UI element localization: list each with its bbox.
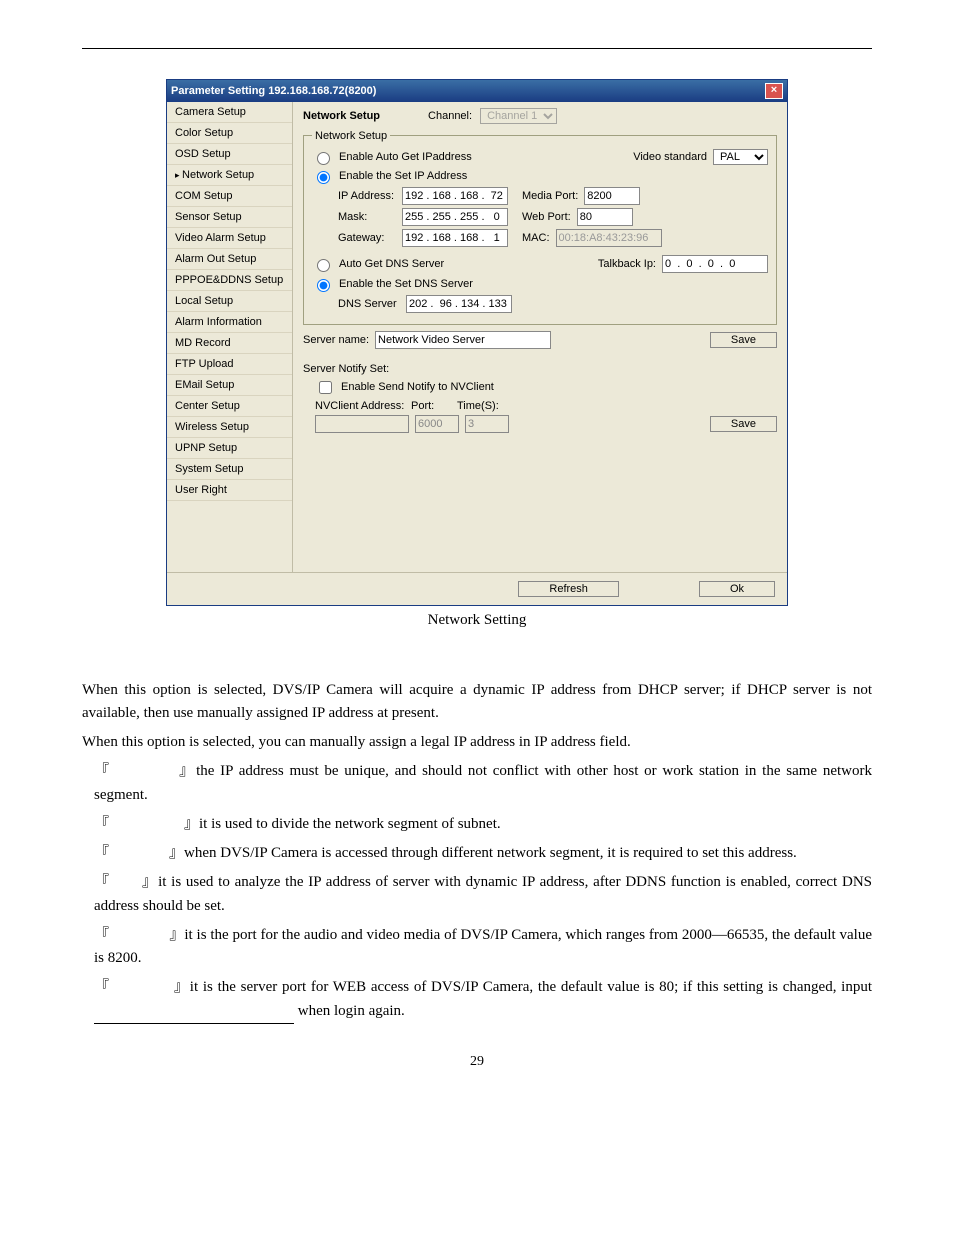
nvclient-addr-input[interactable]	[315, 415, 409, 433]
talkback-input[interactable]	[662, 255, 768, 273]
save-notify-button[interactable]: Save	[710, 416, 777, 432]
nvclient-port-input[interactable]	[415, 415, 459, 433]
window-title: Parameter Setting 192.168.168.72(8200)	[171, 85, 376, 97]
ip-label: IP Address:	[338, 190, 396, 202]
nvclient-port-label: Port:	[411, 400, 451, 412]
sidebar-item[interactable]: Network Setup	[167, 165, 292, 186]
close-icon[interactable]: ×	[765, 83, 783, 99]
page-number: 29	[82, 1054, 872, 1070]
refresh-button[interactable]: Refresh	[518, 581, 619, 597]
sidebar-item[interactable]: Wireless Setup	[167, 417, 292, 438]
titlebar: Parameter Setting 192.168.168.72(8200) ×	[167, 80, 787, 102]
panel-title: Network Setup	[303, 110, 380, 122]
param-window: Parameter Setting 192.168.168.72(8200) ×…	[166, 79, 788, 606]
sidebar-item[interactable]: Alarm Out Setup	[167, 249, 292, 270]
dns-input[interactable]	[406, 295, 512, 313]
network-fieldset: Network Setup Enable Auto Get IPaddress …	[303, 130, 777, 325]
sidebar-item[interactable]: COM Setup	[167, 186, 292, 207]
nvclient-time-input[interactable]	[465, 415, 509, 433]
label-set-ip: Enable the Set IP Address	[339, 170, 467, 182]
media-port-input[interactable]	[584, 187, 640, 205]
web-port-input[interactable]	[577, 208, 633, 226]
sidebar-item[interactable]: Alarm Information	[167, 312, 292, 333]
sidebar-item[interactable]: FTP Upload	[167, 354, 292, 375]
web-port-label: Web Port:	[522, 211, 571, 223]
channel-label: Channel:	[428, 110, 472, 122]
notify-title: Server Notify Set:	[303, 363, 777, 375]
def-web-port: 『 』it is the server port for WEB access …	[94, 976, 872, 1024]
sidebar-item[interactable]: MD Record	[167, 333, 292, 354]
channel-select[interactable]: Channel 1	[480, 108, 557, 124]
sidebar-item[interactable]: EMail Setup	[167, 375, 292, 396]
gateway-input[interactable]	[402, 229, 508, 247]
radio-auto-dns[interactable]	[317, 259, 330, 272]
radio-set-ip[interactable]	[317, 171, 330, 184]
mac-label: MAC:	[522, 232, 550, 244]
label-auto-ip: Enable Auto Get IPaddress	[339, 151, 472, 163]
def-ip: 『 』the IP address must be unique, and sh…	[94, 760, 872, 807]
mask-label: Mask:	[338, 211, 396, 223]
ip-input[interactable]	[402, 187, 508, 205]
sidebar-item[interactable]: Video Alarm Setup	[167, 228, 292, 249]
sidebar: Camera SetupColor SetupOSD SetupNetwork …	[167, 102, 293, 572]
sidebar-item[interactable]: Color Setup	[167, 123, 292, 144]
sidebar-item[interactable]: PPPOE&DDNS Setup	[167, 270, 292, 291]
sidebar-item[interactable]: User Right	[167, 480, 292, 501]
video-standard-label: Video standard	[633, 151, 707, 163]
mac-input	[556, 229, 662, 247]
para-dhcp: When this option is selected, DVS/IP Cam…	[82, 679, 872, 726]
video-standard-select[interactable]: PAL	[713, 149, 768, 165]
dns-label: DNS Server	[338, 298, 400, 310]
talkback-label: Talkback Ip:	[598, 258, 656, 270]
sidebar-item[interactable]: Center Setup	[167, 396, 292, 417]
server-name-label: Server name:	[303, 334, 369, 346]
nvclient-addr-label: NVClient Address:	[315, 400, 405, 412]
nvclient-time-label: Time(S):	[457, 400, 499, 412]
save-server-button[interactable]: Save	[710, 332, 777, 348]
enable-notify-checkbox[interactable]	[319, 381, 332, 394]
def-gateway: 『 』when DVS/IP Camera is accessed throug…	[94, 842, 872, 865]
def-media-port: 『 』it is the port for the audio and vide…	[94, 924, 872, 971]
header-rule	[82, 48, 872, 49]
server-name-input[interactable]	[375, 331, 551, 349]
ok-button[interactable]: Ok	[699, 581, 775, 597]
content-pane: Network Setup Channel: Channel 1 Network…	[293, 102, 787, 572]
radio-set-dns[interactable]	[317, 279, 330, 292]
document-body: When this option is selected, DVS/IP Cam…	[82, 679, 872, 1024]
figure-caption: Network Setting	[82, 612, 872, 629]
network-legend: Network Setup	[312, 130, 390, 142]
para-manual: When this option is selected, you can ma…	[82, 731, 872, 754]
sidebar-item[interactable]: Sensor Setup	[167, 207, 292, 228]
sidebar-item[interactable]: System Setup	[167, 459, 292, 480]
enable-notify-label: Enable Send Notify to NVClient	[341, 381, 494, 393]
sidebar-item[interactable]: Local Setup	[167, 291, 292, 312]
mask-input[interactable]	[402, 208, 508, 226]
gateway-label: Gateway:	[338, 232, 396, 244]
media-port-label: Media Port:	[522, 190, 578, 202]
sidebar-item[interactable]: UPNP Setup	[167, 438, 292, 459]
label-set-dns: Enable the Set DNS Server	[339, 278, 473, 290]
def-mask: 『 』it is used to divide the network segm…	[94, 813, 872, 836]
radio-auto-ip[interactable]	[317, 152, 330, 165]
def-dns: 『 』it is used to analyze the IP address …	[94, 871, 872, 918]
label-auto-dns: Auto Get DNS Server	[339, 258, 444, 270]
sidebar-item[interactable]: OSD Setup	[167, 144, 292, 165]
sidebar-item[interactable]: Camera Setup	[167, 102, 292, 123]
